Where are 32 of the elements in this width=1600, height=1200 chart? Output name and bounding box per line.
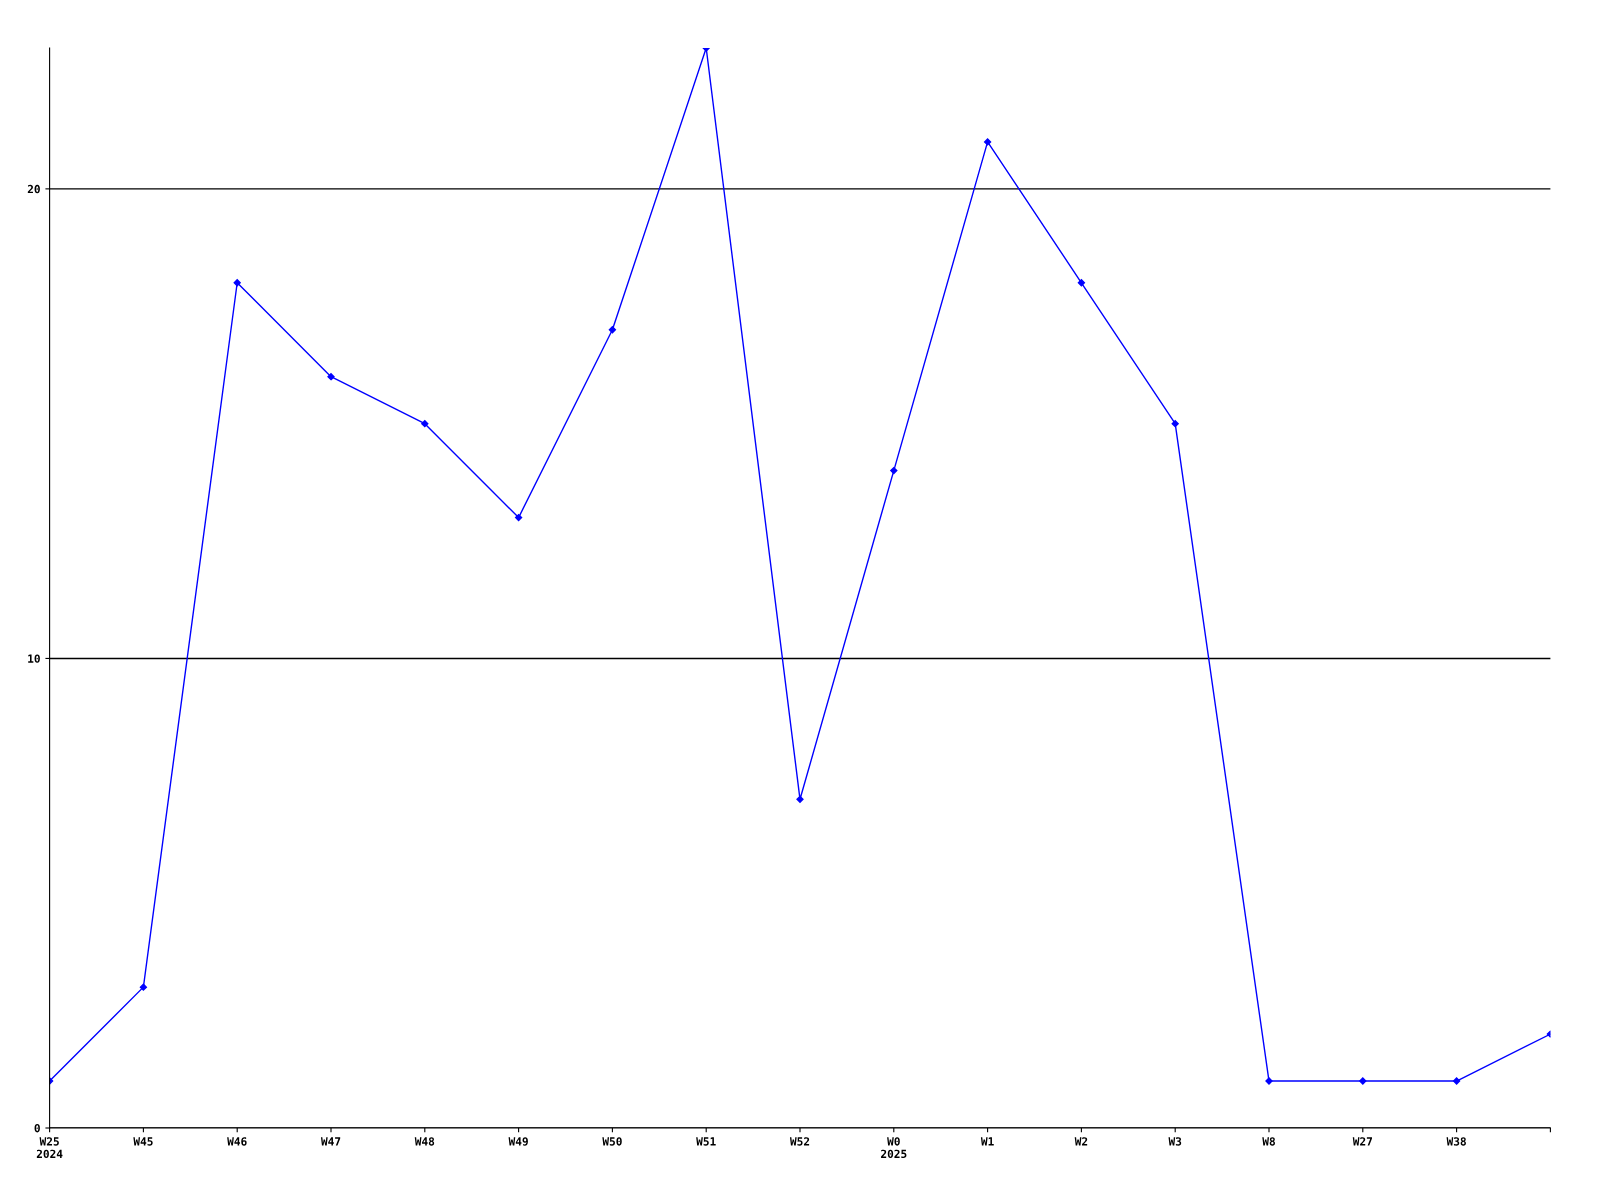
- point: [514, 513, 523, 522]
- point: [421, 420, 429, 428]
- x-tick-label: W51: [696, 1137, 716, 1146]
- x-tick-label: W2: [1074, 1137, 1088, 1146]
- x-tick-label: W38: [1446, 1137, 1466, 1146]
- point: [1077, 279, 1086, 287]
- point: [1171, 420, 1179, 428]
- x-tick-label: W25 2024: [36, 1137, 63, 1159]
- point: [139, 983, 148, 991]
- x-tick-label: W27: [1352, 1137, 1372, 1146]
- x-tick-label: W1: [980, 1137, 994, 1146]
- x-tick-label: W45: [133, 1137, 153, 1146]
- x-tick-label: W46: [227, 1137, 247, 1146]
- x-tick-label: W0 2025: [881, 1137, 907, 1159]
- point: [327, 373, 335, 381]
- x-tick-label: W47: [320, 1137, 341, 1146]
- point: [1359, 1077, 1367, 1085]
- point: [608, 326, 617, 334]
- x-tick-label: W3: [1168, 1137, 1182, 1146]
- y-tick-label: 0: [34, 1123, 40, 1133]
- point: [1452, 1077, 1461, 1085]
- x-tick-label: W8: [1262, 1137, 1275, 1146]
- y-tick-label: 20: [27, 184, 40, 194]
- y-tick-label: 10: [28, 654, 40, 663]
- x-tick-label: W48: [414, 1137, 435, 1146]
- point: [983, 138, 992, 146]
- point: [890, 466, 898, 475]
- x-tick-label: W52: [789, 1137, 810, 1146]
- point: [233, 279, 241, 287]
- x-tick-label: W50: [602, 1137, 622, 1146]
- x-tick-label: W49: [508, 1137, 528, 1146]
- point: [796, 795, 804, 803]
